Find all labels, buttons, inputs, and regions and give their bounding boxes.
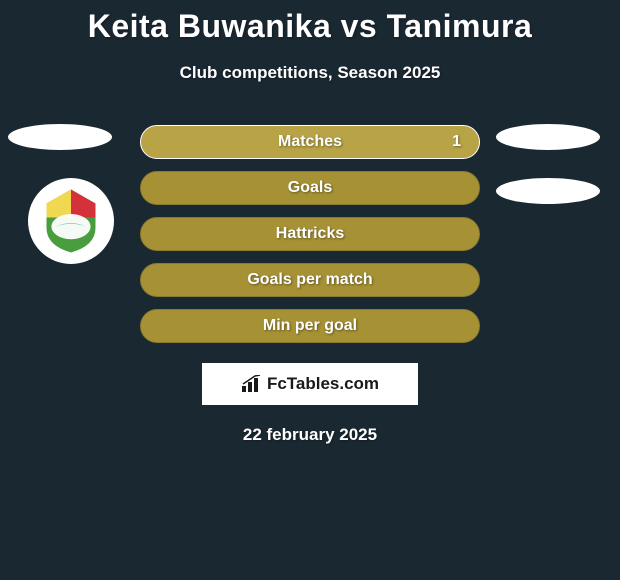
brand-box: FcTables.com — [202, 363, 418, 405]
stat-bar-matches: Matches 1 — [140, 125, 480, 159]
stat-label: Goals — [288, 179, 332, 197]
main-container: Keita Buwanika vs Tanimura Club competit… — [0, 0, 620, 580]
stat-bar-goals-per-match: Goals per match — [140, 263, 480, 297]
stat-row-goals-per-match: Goals per match — [0, 263, 620, 297]
page-subtitle: Club competitions, Season 2025 — [0, 63, 620, 83]
stat-label: Matches — [278, 133, 342, 151]
stat-row-min-per-goal: Min per goal — [0, 309, 620, 343]
stat-bar-min-per-goal: Min per goal — [140, 309, 480, 343]
stat-label: Hattricks — [276, 225, 344, 243]
stat-row-matches: Matches 1 — [0, 125, 620, 159]
brand-text: FcTables.com — [241, 374, 379, 394]
club-badge — [28, 178, 114, 264]
stat-bar-hattricks: Hattricks — [140, 217, 480, 251]
stat-value: 1 — [452, 133, 461, 151]
date-text: 22 february 2025 — [0, 425, 620, 445]
stat-label: Min per goal — [263, 317, 357, 335]
brand-chart-icon — [241, 375, 263, 393]
stat-bar-goals: Goals — [140, 171, 480, 205]
page-title: Keita Buwanika vs Tanimura — [0, 0, 620, 45]
stat-label: Goals per match — [247, 271, 372, 289]
brand-label: FcTables.com — [267, 374, 379, 394]
club-badge-icon — [36, 186, 106, 256]
